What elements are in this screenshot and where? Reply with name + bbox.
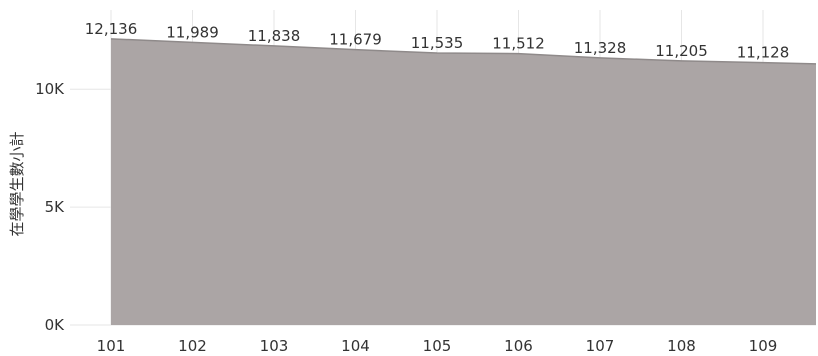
data-labels: 12,136 11,989 11,838 11,679 11,535 11,512 11,3… bbox=[85, 20, 790, 62]
y-axis: 0K 5K 10K bbox=[35, 80, 65, 334]
data-label: 11,512 bbox=[492, 35, 545, 53]
x-tick-label: 108 bbox=[667, 337, 696, 355]
x-tick-label: 103 bbox=[260, 337, 289, 355]
series-line bbox=[110, 38, 817, 65]
x-tick-label: 105 bbox=[423, 337, 452, 355]
series-area bbox=[111, 38, 816, 326]
y-axis-label: 在學學生數小計 bbox=[8, 131, 26, 236]
y-tick-label: 10K bbox=[35, 80, 65, 98]
data-label: 11,328 bbox=[574, 39, 627, 57]
data-label: 11,128 bbox=[737, 44, 790, 62]
data-label: 11,535 bbox=[411, 34, 464, 52]
x-tick-label: 109 bbox=[749, 337, 778, 355]
x-tick-label: 101 bbox=[97, 337, 126, 355]
data-label: 11,989 bbox=[166, 23, 219, 41]
y-tick-label: 0K bbox=[45, 316, 66, 334]
data-label: 12,136 bbox=[85, 20, 138, 38]
x-tick-label: 106 bbox=[504, 337, 533, 355]
x-tick-label: 102 bbox=[178, 337, 207, 355]
x-tick-label: 107 bbox=[586, 337, 615, 355]
x-tick-label: 104 bbox=[341, 337, 370, 355]
data-label: 11,838 bbox=[248, 27, 301, 45]
data-label: 11,679 bbox=[329, 31, 382, 49]
data-label: 11,205 bbox=[655, 42, 708, 60]
x-axis: 101 102 103 104 105 106 107 108 109 bbox=[97, 337, 778, 355]
y-tick-label: 5K bbox=[45, 198, 66, 216]
